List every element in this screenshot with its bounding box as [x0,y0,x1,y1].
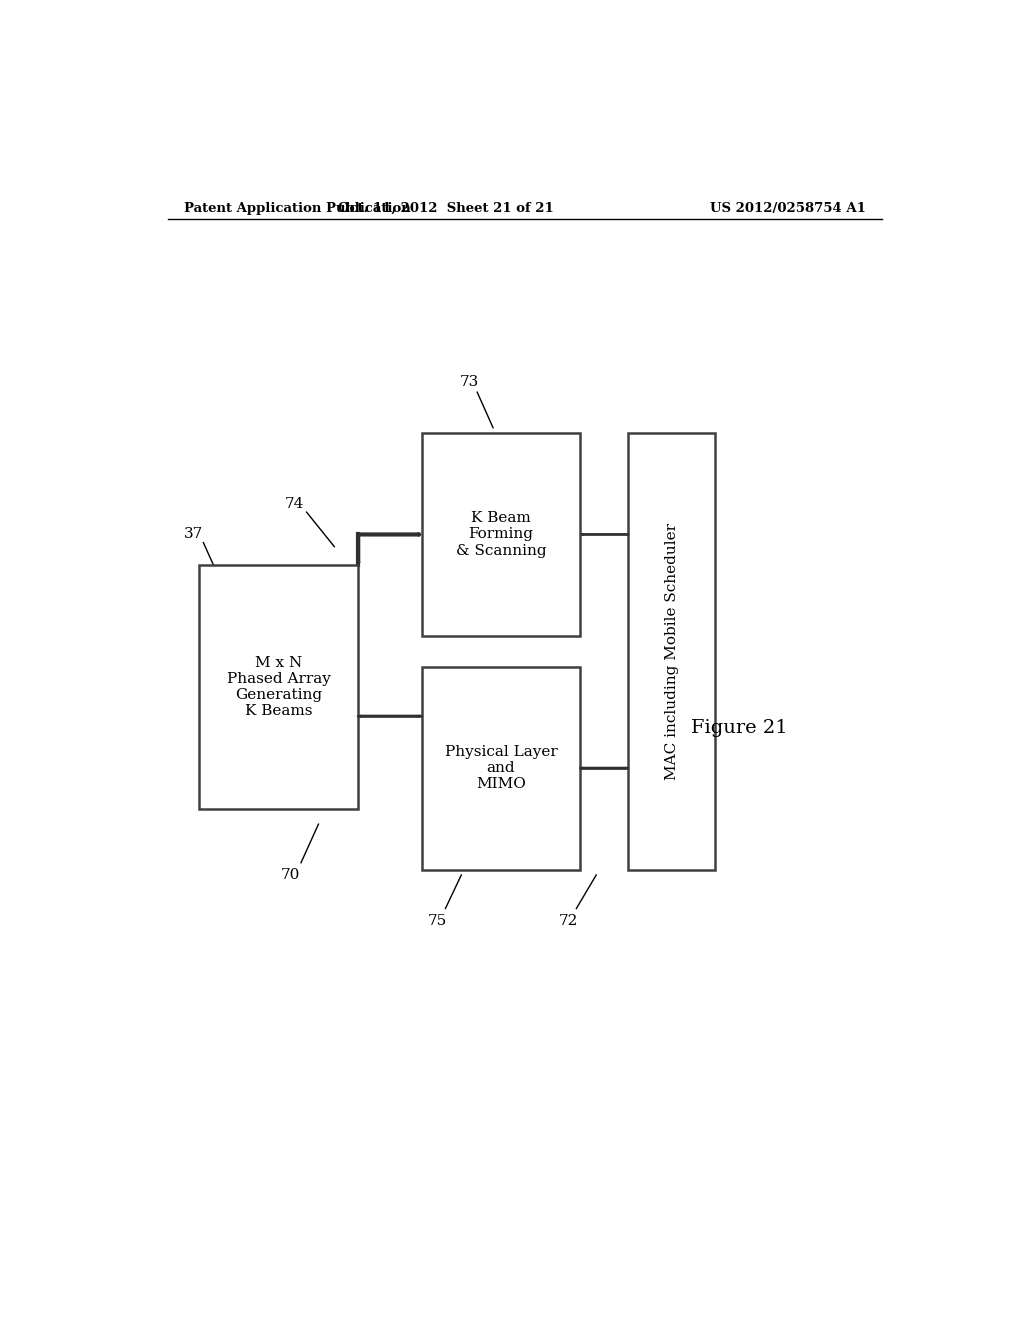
Bar [628,433,716,870]
Text: 37: 37 [183,528,203,541]
Text: 75: 75 [428,913,447,928]
Text: 73: 73 [460,375,479,389]
Bar [422,667,581,870]
Text: 72: 72 [559,913,579,928]
Text: Oct. 11, 2012  Sheet 21 of 21: Oct. 11, 2012 Sheet 21 of 21 [338,202,553,215]
Text: MAC including Mobile Scheduler: MAC including Mobile Scheduler [665,523,679,780]
Text: 74: 74 [285,496,304,511]
Text: Physical Layer
and
MIMO: Physical Layer and MIMO [444,744,557,792]
Text: K Beam
Forming
& Scanning: K Beam Forming & Scanning [456,511,547,557]
Text: Figure 21: Figure 21 [691,718,787,737]
Bar [200,565,358,809]
Bar [422,433,581,636]
Text: Patent Application Publication: Patent Application Publication [183,202,411,215]
Text: US 2012/0258754 A1: US 2012/0258754 A1 [711,202,866,215]
Text: M x N
Phased Array
Generating
K Beams: M x N Phased Array Generating K Beams [227,656,331,718]
Text: 70: 70 [281,869,300,882]
